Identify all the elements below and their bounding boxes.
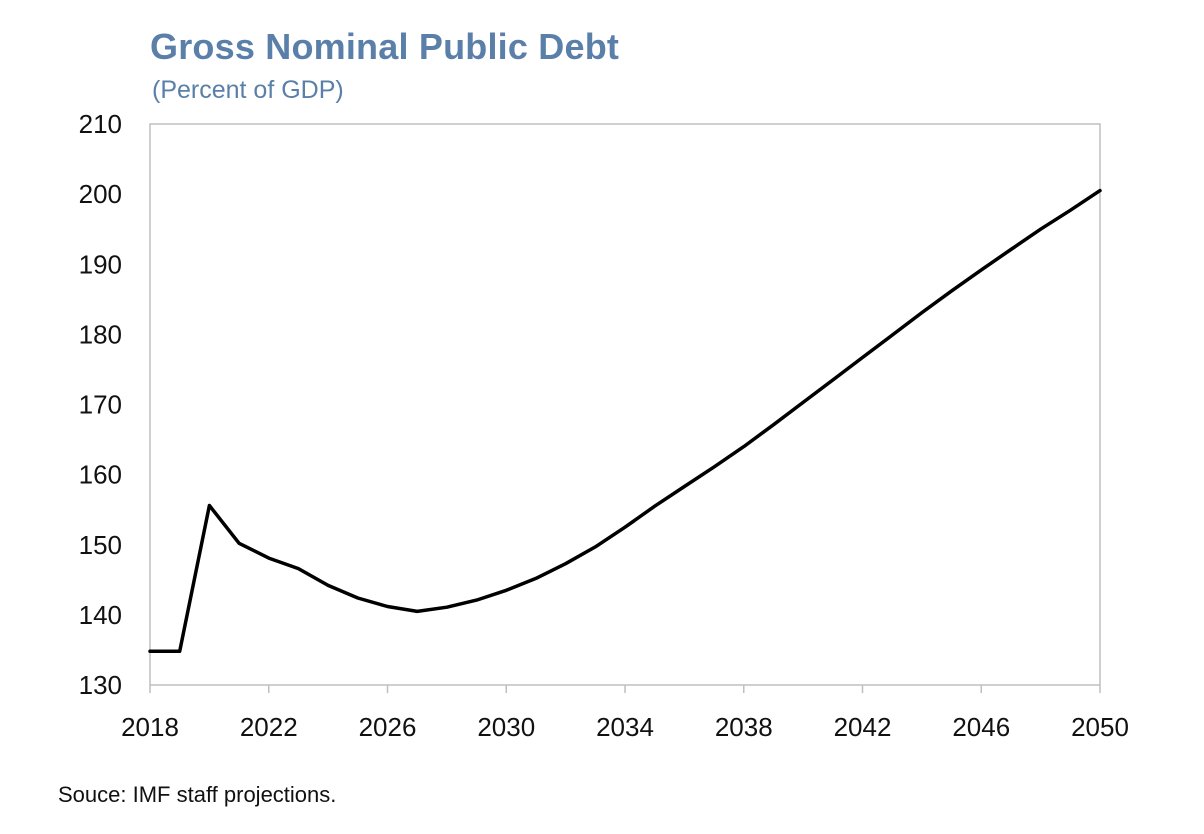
x-tick-label: 2042 <box>834 712 892 742</box>
y-tick-label: 170 <box>79 390 122 420</box>
x-tick-label: 2038 <box>715 712 773 742</box>
y-tick-label: 180 <box>79 319 122 349</box>
x-axis: 2018 2022 2026 2030 2034 2038 2042 2046 2050 <box>121 685 1129 742</box>
y-tick-label: 210 <box>79 109 122 139</box>
chart-subtitle: (Percent of GDP) <box>152 76 344 104</box>
x-tick-label: 2046 <box>952 712 1010 742</box>
x-tick-label: 2026 <box>359 712 417 742</box>
y-tick-label: 190 <box>79 249 122 279</box>
x-tick-label: 2030 <box>477 712 535 742</box>
chart-title: Gross Nominal Public Debt <box>150 26 620 67</box>
x-tick-label: 2050 <box>1071 712 1129 742</box>
y-axis: 130 140 150 160 170 180 190 200 210 <box>79 109 122 700</box>
y-tick-label: 130 <box>79 670 122 700</box>
x-tick-label: 2022 <box>240 712 298 742</box>
y-tick-label: 160 <box>79 460 122 490</box>
x-tick-label: 2034 <box>596 712 654 742</box>
y-tick-label: 150 <box>79 530 122 560</box>
series-line-debt <box>148 188 1102 654</box>
y-tick-label: 200 <box>79 179 122 209</box>
y-tick-label: 140 <box>79 600 122 630</box>
source-note: Souce: IMF staff projections. <box>58 782 337 807</box>
plot-area-border <box>149 123 1101 686</box>
x-tick-label: 2018 <box>121 712 179 742</box>
